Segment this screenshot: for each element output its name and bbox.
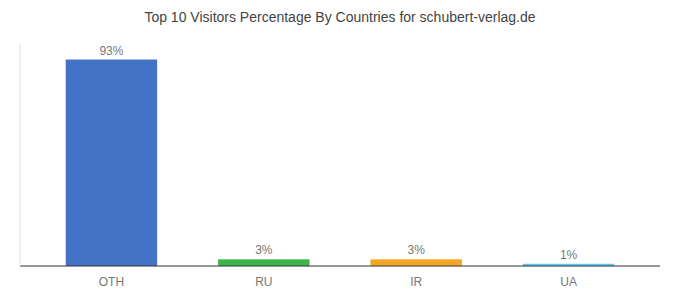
data-label: 93%	[99, 44, 123, 58]
data-label: 1%	[560, 248, 578, 262]
bars	[66, 60, 615, 266]
chart-title: Top 10 Visitors Percentage By Countries …	[144, 9, 535, 25]
data-label: 3%	[408, 243, 426, 257]
x-axis-line	[20, 266, 660, 267]
x-tick-label: IR	[410, 275, 422, 289]
bar	[218, 259, 309, 266]
y-range-line	[20, 44, 21, 266]
chart-container: Top 10 Visitors Percentage By Countries …	[0, 0, 680, 300]
x-tick-label: RU	[255, 275, 272, 289]
x-tick-label: UA	[560, 275, 577, 289]
data-label: 3%	[255, 243, 273, 257]
bar	[66, 60, 157, 266]
bar	[370, 259, 461, 266]
x-tick-label: OTH	[99, 275, 124, 289]
chart-svg: Top 10 Visitors Percentage By Countries …	[0, 0, 680, 300]
